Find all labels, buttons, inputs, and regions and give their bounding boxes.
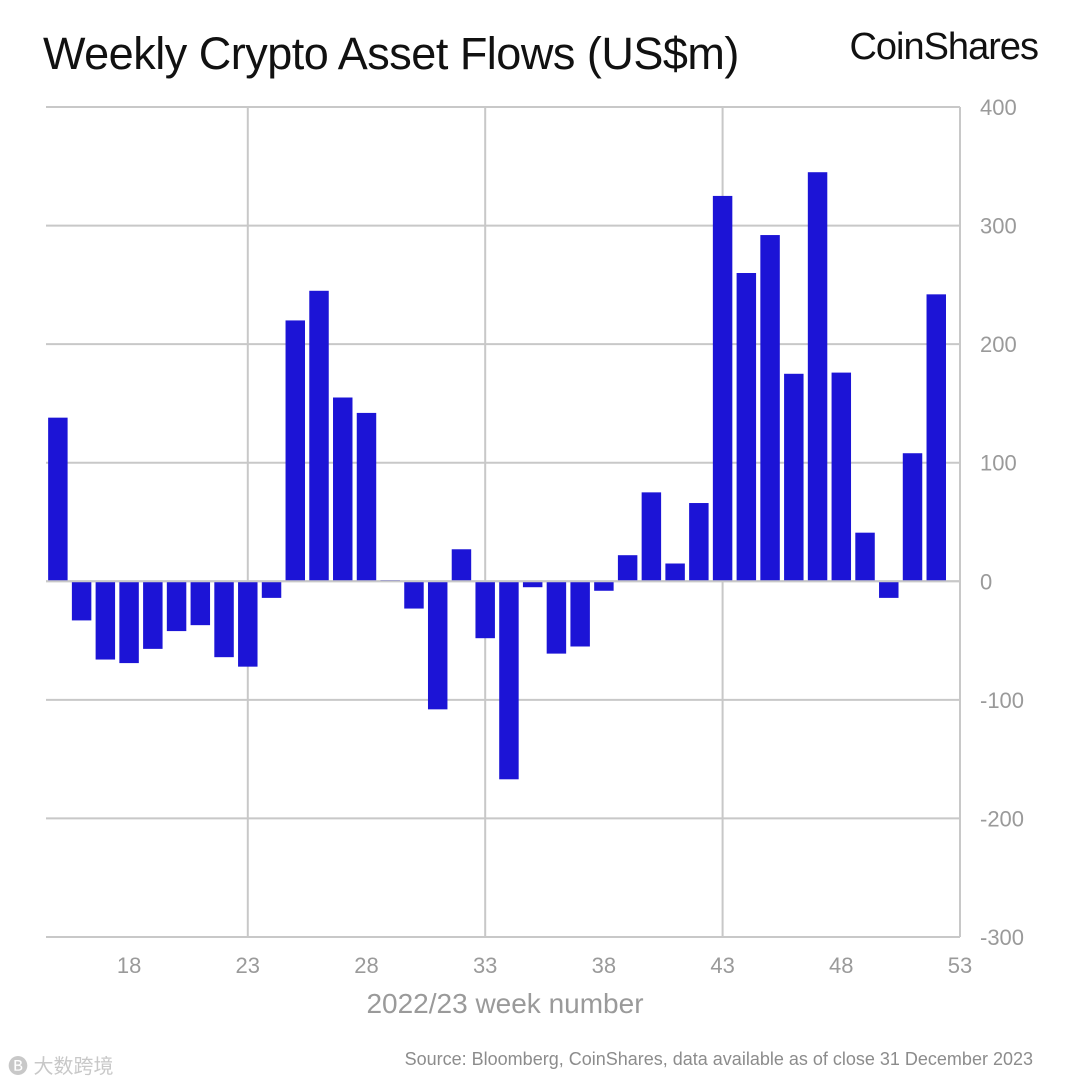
bar-week-19 — [143, 581, 163, 649]
x-tick-label: 33 — [473, 953, 497, 978]
bar-week-28 — [356, 412, 377, 582]
bar-week-46 — [784, 373, 804, 582]
bar-week-41 — [665, 563, 685, 582]
x-tick-labels: 18 23 28 33 38 43 48 53 — [117, 953, 972, 978]
y-tick-label: -100 — [980, 688, 1024, 713]
bar-week-21 — [190, 581, 211, 626]
bars — [48, 172, 946, 780]
bar-week-23 — [238, 581, 258, 667]
x-tick-label: 53 — [948, 953, 972, 978]
bar-week-39 — [617, 555, 638, 582]
bar-week-42 — [689, 503, 709, 582]
bar-week-31 — [427, 581, 448, 710]
bar-week-35 — [522, 581, 543, 588]
bar-week-47 — [807, 172, 828, 582]
y-tick-labels: 400 300 200 100 0 -100 -200 -300 — [980, 95, 1024, 950]
bar-week-49 — [855, 532, 875, 582]
x-tick-label: 38 — [592, 953, 616, 978]
vertical-gridlines — [246, 107, 961, 937]
watermark-logo: 🅑 大数跨境 — [8, 1056, 114, 1078]
x-tick-label: 18 — [117, 953, 141, 978]
bar-week-34 — [499, 581, 519, 780]
bar-week-24 — [261, 581, 282, 598]
bar-week-43 — [712, 195, 733, 582]
source-note: Source: Bloomberg, CoinShares, data avai… — [404, 1049, 1033, 1069]
bar-week-40 — [641, 492, 662, 582]
y-tick-label: -200 — [980, 806, 1024, 831]
bar-week-37 — [570, 581, 590, 647]
bar-week-25 — [285, 320, 306, 582]
y-tick-label: 0 — [980, 569, 992, 594]
y-tick-label: 200 — [980, 332, 1017, 357]
bar-week-26 — [309, 290, 329, 582]
bar-week-51 — [902, 453, 923, 582]
bar-week-22 — [214, 581, 234, 658]
bar-week-30 — [404, 581, 424, 609]
bar-week-20 — [166, 581, 187, 632]
x-tick-label: 28 — [354, 953, 378, 978]
bar-week-33 — [475, 581, 495, 639]
bar-week-17 — [95, 581, 116, 660]
y-tick-label: 400 — [980, 95, 1017, 120]
y-tick-label: -300 — [980, 925, 1024, 950]
bar-week-32 — [451, 549, 472, 582]
bar-week-18 — [119, 581, 139, 664]
bar-week-44 — [736, 273, 757, 582]
x-tick-label: 23 — [236, 953, 260, 978]
y-tick-label: 100 — [980, 451, 1017, 476]
bar-week-45 — [760, 235, 780, 582]
y-tick-label: 300 — [980, 214, 1017, 239]
bar-week-38 — [594, 581, 614, 591]
bar-week-48 — [831, 372, 852, 582]
bar-week-52 — [926, 294, 946, 582]
bar-week-36 — [546, 581, 567, 654]
x-tick-label: 48 — [829, 953, 853, 978]
bar-week-16 — [71, 581, 92, 621]
x-tick-label: 43 — [710, 953, 734, 978]
brand-logo: CoinShares — [849, 26, 1039, 68]
bar-week-50 — [879, 581, 899, 598]
bar-week-15 — [48, 417, 68, 582]
x-axis-label: 2022/23 week number — [366, 988, 644, 1019]
page-title: Weekly Crypto Asset Flows (US$m) — [43, 28, 739, 79]
bar-week-27 — [333, 397, 353, 582]
